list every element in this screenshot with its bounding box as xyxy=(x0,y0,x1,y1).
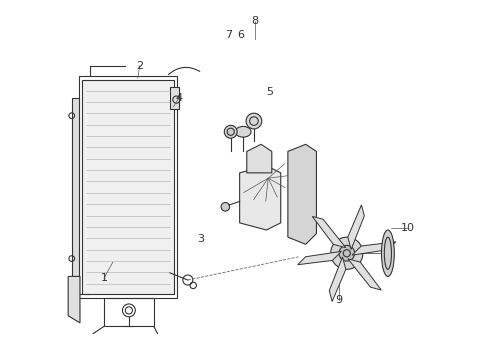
Polygon shape xyxy=(352,242,396,255)
Text: 6: 6 xyxy=(237,30,244,40)
Text: 3: 3 xyxy=(197,234,204,244)
Polygon shape xyxy=(348,205,365,249)
Ellipse shape xyxy=(235,126,251,137)
Polygon shape xyxy=(329,257,346,302)
Text: 10: 10 xyxy=(400,223,415,233)
Text: 1: 1 xyxy=(100,273,107,283)
Polygon shape xyxy=(312,216,346,248)
Polygon shape xyxy=(72,98,79,276)
Polygon shape xyxy=(348,259,381,290)
Text: 9: 9 xyxy=(335,295,342,305)
Circle shape xyxy=(331,237,363,269)
Polygon shape xyxy=(240,166,281,230)
Text: 7: 7 xyxy=(224,30,232,40)
Circle shape xyxy=(221,203,230,211)
Circle shape xyxy=(246,113,262,129)
Text: 4: 4 xyxy=(175,93,182,103)
Ellipse shape xyxy=(381,230,394,276)
Polygon shape xyxy=(247,144,272,173)
Bar xyxy=(82,80,173,294)
Polygon shape xyxy=(288,144,317,244)
Text: 8: 8 xyxy=(251,16,258,26)
Text: 5: 5 xyxy=(267,87,273,98)
Polygon shape xyxy=(68,276,80,323)
Circle shape xyxy=(339,246,355,261)
Polygon shape xyxy=(297,251,342,265)
Text: 2: 2 xyxy=(136,61,143,71)
Bar xyxy=(79,76,177,298)
Bar xyxy=(170,87,179,109)
Circle shape xyxy=(224,125,237,138)
